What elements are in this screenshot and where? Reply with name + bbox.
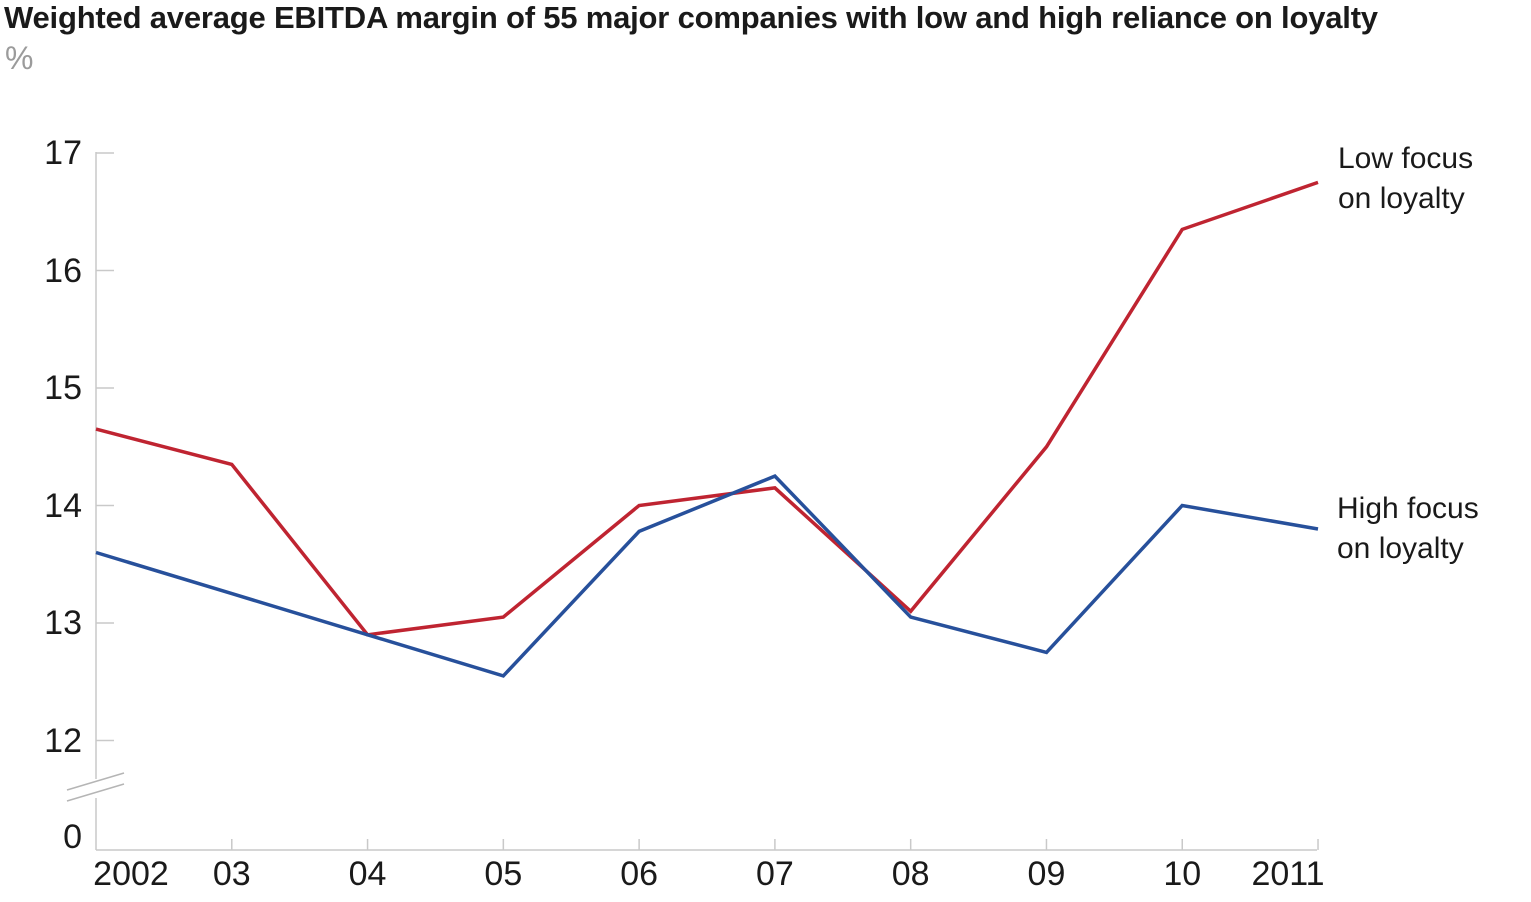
axis-break-slash-upper	[66, 772, 125, 791]
series-label-low-focus-line1: Low focus	[1338, 142, 1474, 175]
x-tick-label-07: 07	[755, 855, 794, 893]
y-tick-label-13: 13	[44, 604, 82, 642]
x-tick-label-09: 09	[1027, 855, 1066, 893]
series-label-high-focus-line1: High focus	[1337, 492, 1479, 525]
x-tick-label-08: 08	[891, 855, 930, 893]
chart-subtitle-percent: %	[5, 40, 34, 76]
chart-title: Weighted average EBITDA margin of 55 maj…	[4, 0, 1378, 35]
y-tick-label-16: 16	[44, 251, 82, 290]
y-tick-label-17: 17	[44, 134, 82, 172]
series-label-high-focus-line2: on loyalty	[1337, 532, 1464, 565]
series-label-high-focus: High focus on loyalty	[1337, 489, 1479, 569]
x-tick-label-05: 05	[484, 855, 523, 893]
y-tick-label-zero: 0	[63, 818, 82, 856]
x-tick-label-03: 03	[212, 855, 251, 893]
x-tick-label-04: 04	[348, 855, 387, 893]
series-line-high-focus-on-loyalty	[95, 474, 1319, 678]
axis-break-slash-lower	[66, 783, 125, 802]
y-tick-label-15: 15	[44, 369, 82, 407]
x-tick-label-2011: 2011	[1251, 855, 1325, 893]
series-label-low-focus: Low focus on loyalty	[1338, 139, 1473, 219]
x-tick-label-10: 10	[1163, 855, 1202, 893]
y-tick-label-12: 12	[44, 721, 82, 760]
y-tick-label-14: 14	[44, 486, 82, 525]
x-tick-label-06: 06	[620, 855, 659, 893]
series-line-low-focus-on-loyalty	[95, 180, 1319, 637]
series-label-low-focus-line2: on loyalty	[1338, 182, 1465, 215]
x-tick-label-2002: 2002	[93, 855, 169, 893]
